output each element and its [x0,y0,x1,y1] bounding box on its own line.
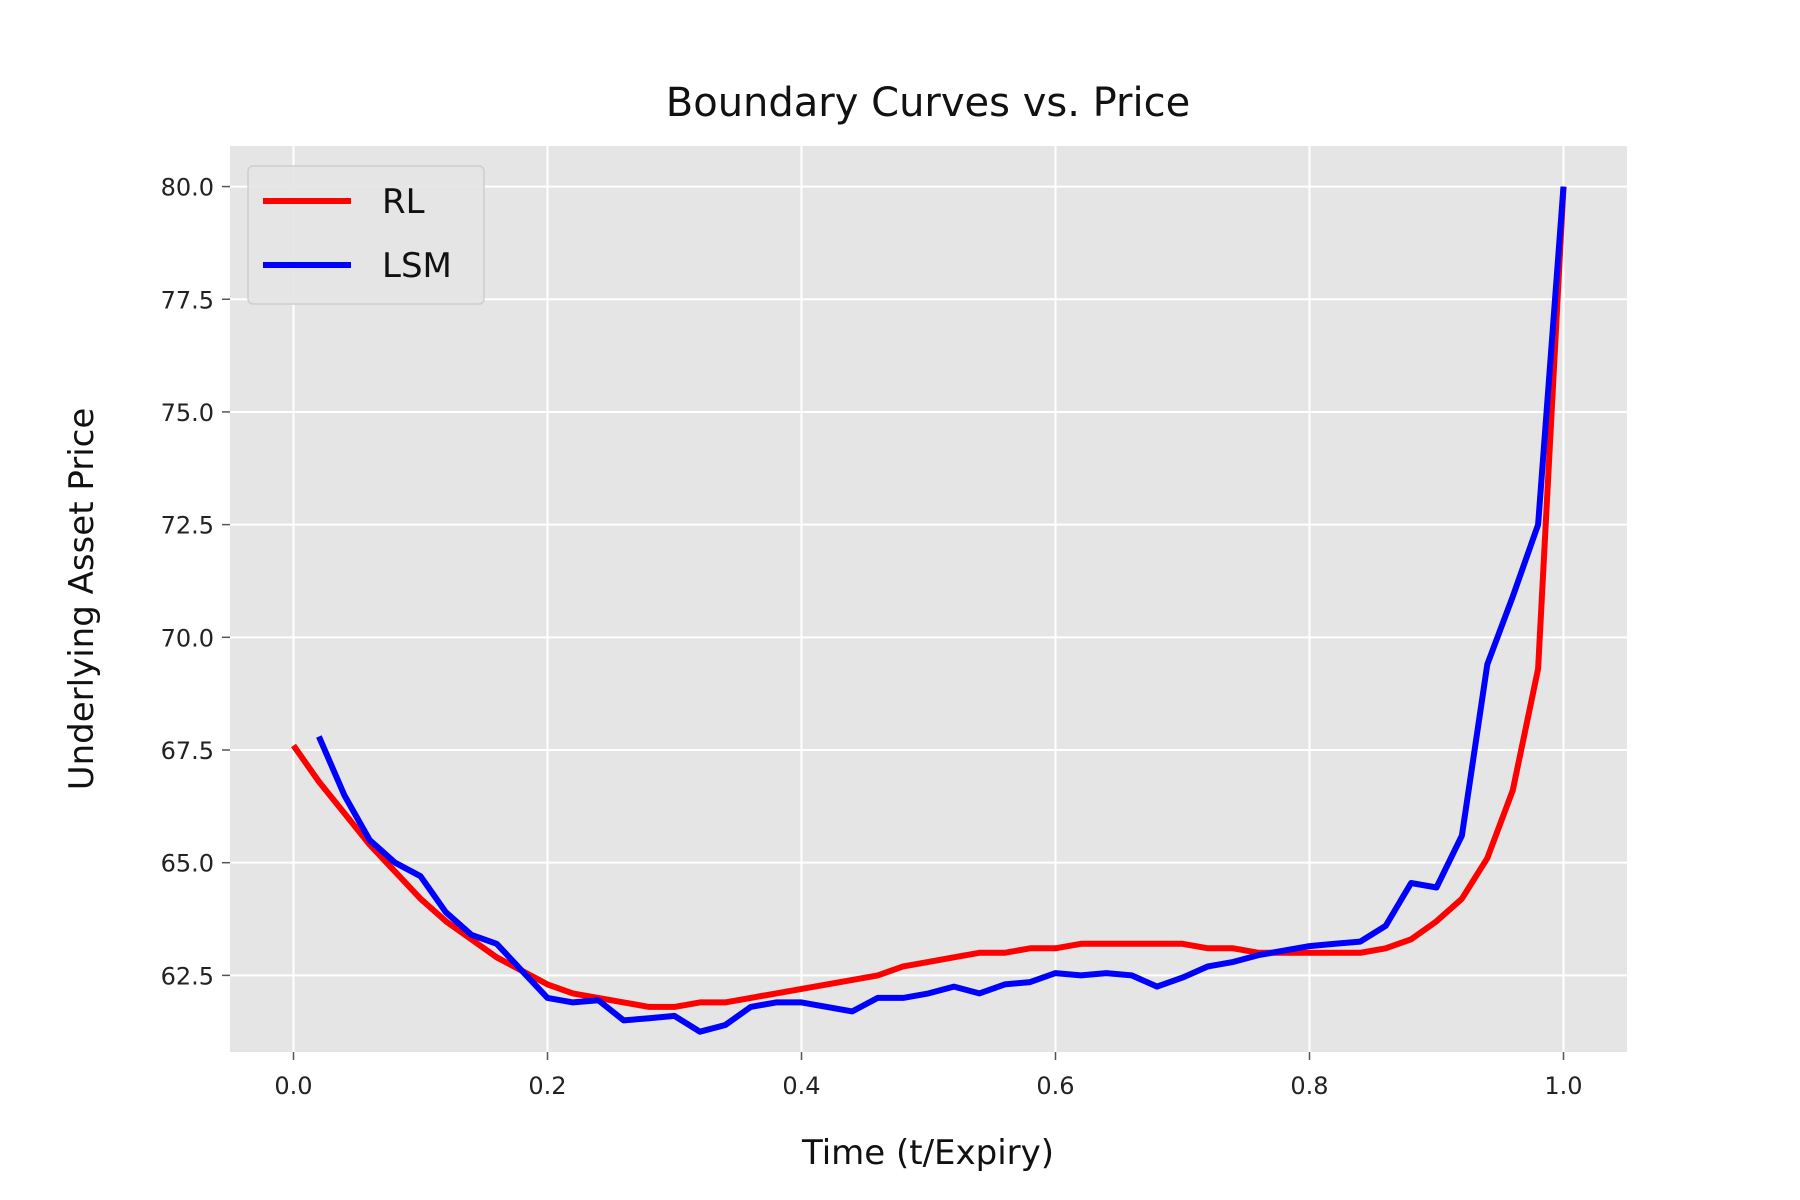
y-tick-label: 75.0 [161,399,214,427]
x-tick-label: 0.2 [528,1072,566,1100]
legend-label-lsm: LSM [382,246,452,286]
y-axis: 62.5 65.0 67.5 70.0 72.5 75.0 77.5 80.0 [161,174,230,990]
y-tick-label: 80.0 [161,174,214,202]
y-tick-label: 72.5 [161,512,214,540]
y-tick-label: 65.0 [161,850,214,878]
x-axis: 0.0 0.2 0.4 0.6 0.8 1.0 [274,1052,1583,1100]
x-tick-label: 0.6 [1036,1072,1074,1100]
chart-title: Boundary Curves vs. Price [666,80,1190,126]
y-tick-label: 77.5 [161,286,214,314]
grid [230,146,1627,1052]
y-tick-label: 62.5 [161,962,214,990]
legend-label-rl: RL [382,182,425,222]
y-axis-label: Underlying Asset Price [62,408,102,791]
y-tick-label: 67.5 [161,737,214,765]
x-tick-label: 0.8 [1290,1072,1328,1100]
series-line-rl [291,186,1567,1010]
legend: RL LSM [247,165,485,305]
x-axis-label: Time (t/Expiry) [801,1133,1054,1173]
series-line-lsm [316,186,1567,1035]
x-tick-label: 1.0 [1544,1072,1582,1100]
y-tick-label: 70.0 [161,624,214,652]
x-tick-label: 0.4 [782,1072,820,1100]
x-tick-label: 0.0 [274,1072,312,1100]
series-layer [291,186,1567,1035]
